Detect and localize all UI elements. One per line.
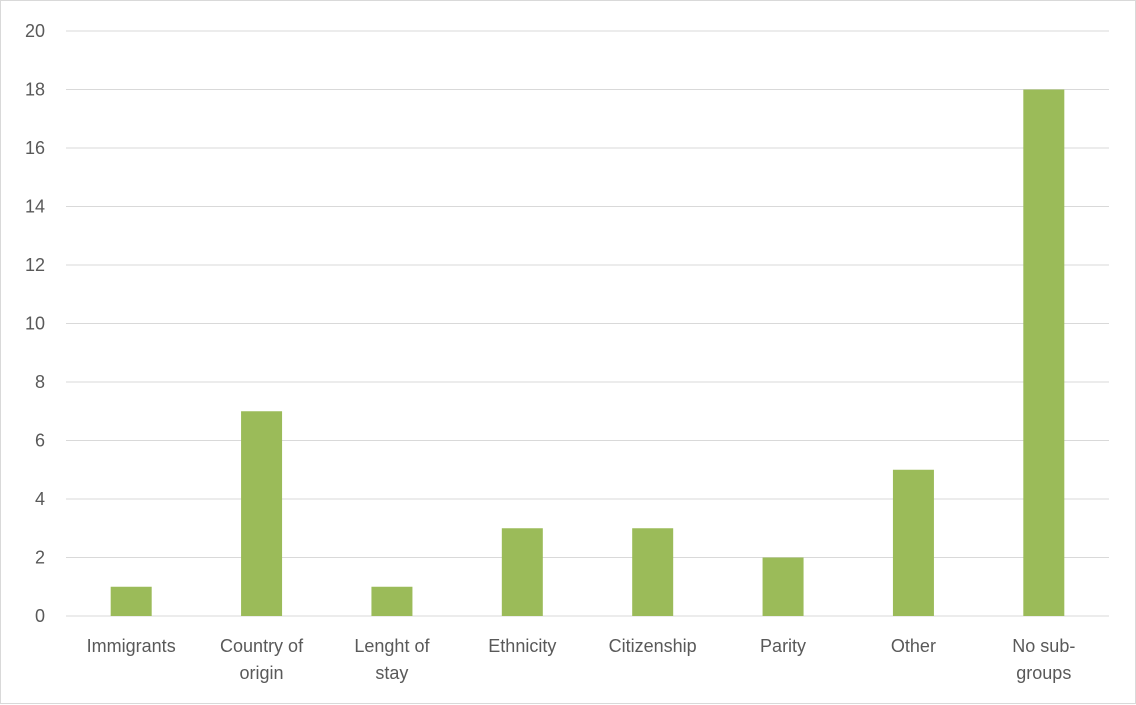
x-category-label-line: stay bbox=[375, 663, 408, 683]
bar bbox=[371, 586, 413, 616]
x-category-label-line: Citizenship bbox=[609, 636, 697, 656]
y-tick-label: 0 bbox=[35, 606, 45, 626]
x-category-label: Other bbox=[891, 636, 936, 656]
x-category-label: Lenght of stay bbox=[354, 636, 430, 683]
bar bbox=[892, 469, 934, 616]
y-tick-label: 12 bbox=[25, 255, 45, 275]
y-tick-label: 6 bbox=[35, 431, 45, 451]
x-category-label-line: Other bbox=[891, 636, 936, 656]
x-category-label-line: Ethnicity bbox=[488, 636, 556, 656]
bar bbox=[110, 586, 152, 616]
y-tick-label: 4 bbox=[35, 489, 45, 509]
x-category-label-line: Parity bbox=[760, 636, 806, 656]
bar bbox=[762, 557, 804, 616]
y-tick-label: 10 bbox=[25, 314, 45, 334]
x-category-label-line: groups bbox=[1016, 663, 1071, 683]
x-category-label-line: No sub- bbox=[1012, 636, 1075, 656]
x-category-label: Ethnicity bbox=[488, 636, 556, 656]
y-tick-label: 14 bbox=[25, 197, 45, 217]
bar bbox=[632, 528, 674, 616]
x-category-label: Citizenship bbox=[609, 636, 697, 656]
bar bbox=[501, 528, 543, 616]
x-category-label-line: Immigrants bbox=[87, 636, 176, 656]
x-category-label: Immigrants bbox=[87, 636, 176, 656]
x-category-label-line: Country of bbox=[220, 636, 304, 656]
y-tick-label: 18 bbox=[25, 80, 45, 100]
x-category-label-line: Lenght of bbox=[354, 636, 430, 656]
x-category-label: Parity bbox=[760, 636, 806, 656]
y-tick-label: 2 bbox=[35, 548, 45, 568]
x-category-label: No sub-groups bbox=[1012, 636, 1075, 683]
x-category-label-line: origin bbox=[240, 663, 284, 683]
bar bbox=[1023, 89, 1065, 616]
x-category-label: Country of origin bbox=[220, 636, 304, 683]
y-tick-label: 8 bbox=[35, 372, 45, 392]
y-tick-label: 16 bbox=[25, 138, 45, 158]
bar bbox=[241, 411, 283, 616]
y-tick-label: 20 bbox=[25, 21, 45, 41]
